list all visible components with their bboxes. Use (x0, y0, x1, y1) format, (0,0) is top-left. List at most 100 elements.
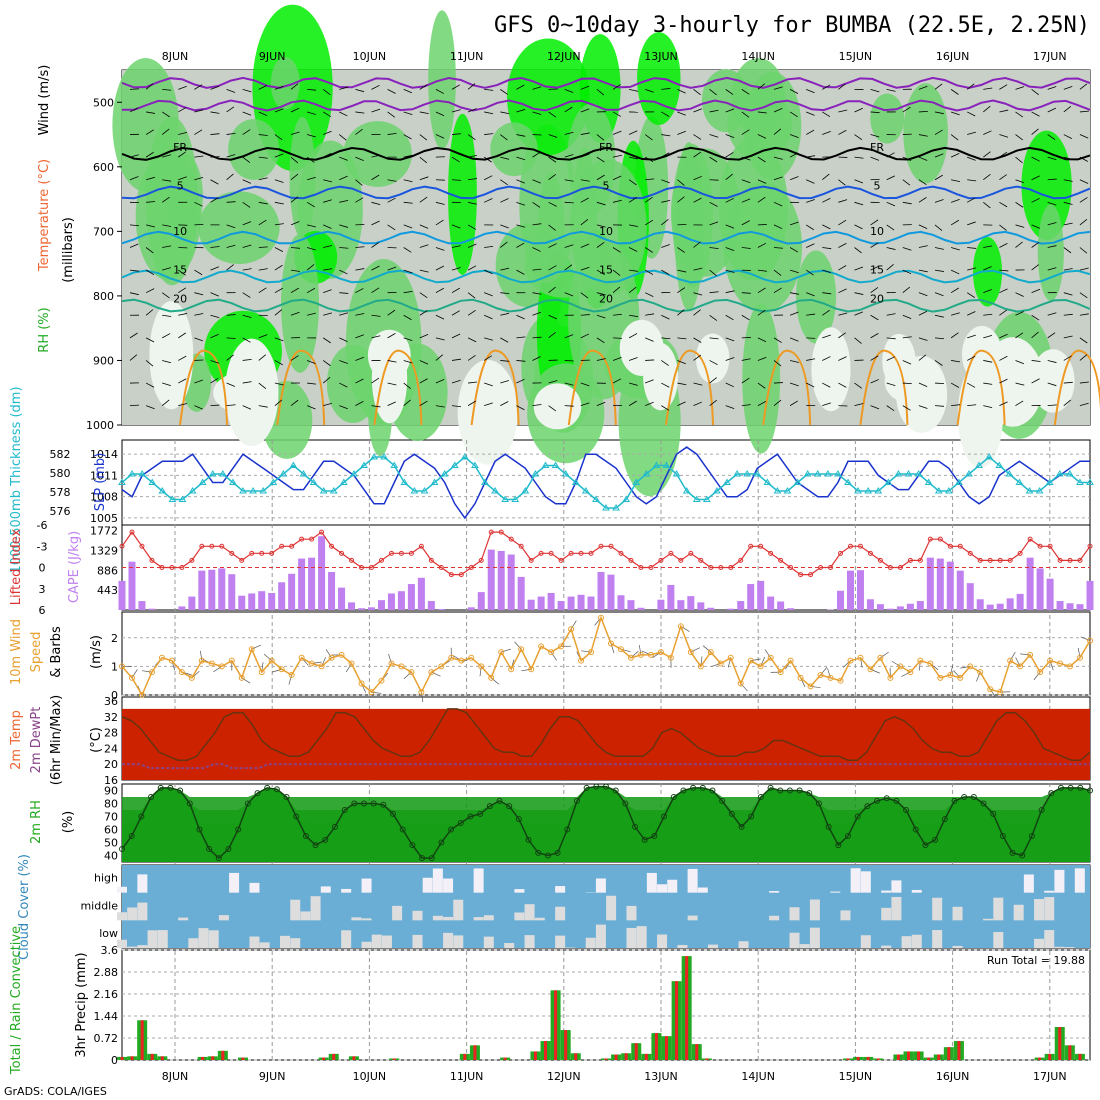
wind-barb (532, 179, 541, 184)
wind-barb (983, 151, 991, 158)
lifted-index-marker (738, 557, 744, 563)
rh-line-marker (622, 800, 629, 807)
wind-barb (484, 246, 494, 248)
lifted-index-marker (1087, 543, 1093, 549)
rh-dry-region (695, 333, 730, 384)
wind-barb (838, 219, 847, 226)
wind10m-line (121, 615, 1091, 697)
cape-bar (477, 592, 485, 610)
wind-barb (500, 337, 509, 343)
cape-bar (946, 561, 954, 610)
rh-line-marker (254, 790, 261, 797)
cloud-background (122, 865, 1090, 948)
rh-line-marker (641, 836, 648, 843)
lifted-index-marker (129, 529, 135, 535)
cloud-cover-cell (127, 907, 138, 921)
x-tick-label-bottom: 13JUN (644, 1070, 678, 1083)
rh-tick: 90 (104, 785, 118, 798)
cape-bar (617, 595, 625, 610)
wind10m-line-marker (348, 660, 355, 667)
wind-barb (934, 337, 944, 340)
wind10m-barb (141, 670, 152, 673)
wind10m-barb (501, 648, 511, 653)
ylabel-rh: RH (%) (37, 307, 52, 352)
wind-barb (822, 224, 831, 230)
wind-barb (677, 269, 687, 273)
wind-barb (918, 337, 928, 341)
rh-humid-region (718, 137, 788, 281)
wind-barb (1047, 332, 1056, 339)
rh-band (122, 786, 1090, 862)
wind-barb (162, 88, 172, 91)
wind10m-line-marker (887, 674, 894, 681)
wind10m-line-marker (368, 689, 375, 696)
rh-humid-region (903, 83, 948, 184)
cape-bar (837, 590, 845, 610)
wind-barb (1031, 197, 1040, 203)
wind-barb (934, 269, 944, 272)
wind-barb (628, 400, 638, 406)
cloud-cover-cell (657, 884, 668, 893)
slp-line (121, 446, 1090, 520)
wind-barb (1063, 399, 1072, 406)
precip-convective-bar (907, 1051, 910, 1060)
wind10m-barb (131, 669, 138, 679)
wind-barb (822, 84, 831, 90)
wind10m-barb (810, 686, 821, 688)
wind-barb (580, 197, 589, 203)
wind-barb (1031, 378, 1040, 384)
precip-convective-bar (130, 1056, 134, 1060)
wind-barb (854, 292, 864, 295)
cape-bar (118, 580, 126, 610)
wind10m-line-marker (1027, 651, 1034, 658)
wind10m-barb (200, 650, 203, 661)
cloud-cover-cell (952, 906, 963, 921)
wind-barb (612, 378, 622, 384)
wind10m-line-marker (178, 669, 185, 676)
rh-dry-region (643, 343, 679, 411)
wind-barb (274, 201, 284, 205)
ylabel-cape: CAPE (J/kg) (67, 531, 82, 603)
wind-barb (918, 85, 928, 90)
wind-barb (451, 405, 461, 408)
wind-barb (918, 245, 928, 248)
wind-barb (838, 265, 847, 271)
wind-barb (146, 224, 155, 228)
wind-barb (628, 179, 637, 186)
wind-barb (226, 404, 236, 407)
wind-barb (870, 379, 880, 384)
lifted-index-marker (339, 550, 345, 556)
wind-barb (178, 378, 187, 384)
wind-barb (548, 405, 557, 412)
wind-barb (838, 179, 846, 186)
wind-barb (226, 173, 234, 181)
run-total-label: Run Total = 19.88 (987, 954, 1085, 967)
cape-bar (777, 601, 785, 610)
lifted-index-marker (239, 557, 245, 563)
cloud-cover-cell (117, 912, 127, 921)
cloud-cover-cell (646, 872, 657, 893)
wind-barb (419, 333, 429, 339)
wind-barb (435, 354, 444, 361)
cape-bar (567, 596, 575, 610)
wind-barb (967, 156, 976, 161)
wind-barb (709, 360, 718, 366)
wind-barb (580, 382, 590, 387)
wind-barb (210, 246, 220, 248)
cape-bar (387, 593, 395, 610)
wind-barb (532, 336, 542, 339)
cloud-cover-cell (310, 896, 321, 921)
wind-barb (870, 333, 879, 339)
wind-barb (838, 312, 848, 316)
cape-bar (886, 608, 894, 610)
wind-barb (725, 173, 733, 181)
wind-barb (387, 266, 397, 271)
wind-barb (1063, 222, 1073, 226)
wind-barb (693, 354, 701, 361)
wind-barb (355, 246, 365, 248)
wind-barb (468, 154, 477, 158)
wind-barb (628, 357, 638, 361)
wind-barb (1015, 134, 1023, 141)
wind10m-barb (271, 668, 282, 673)
wind-barb (1063, 201, 1073, 205)
